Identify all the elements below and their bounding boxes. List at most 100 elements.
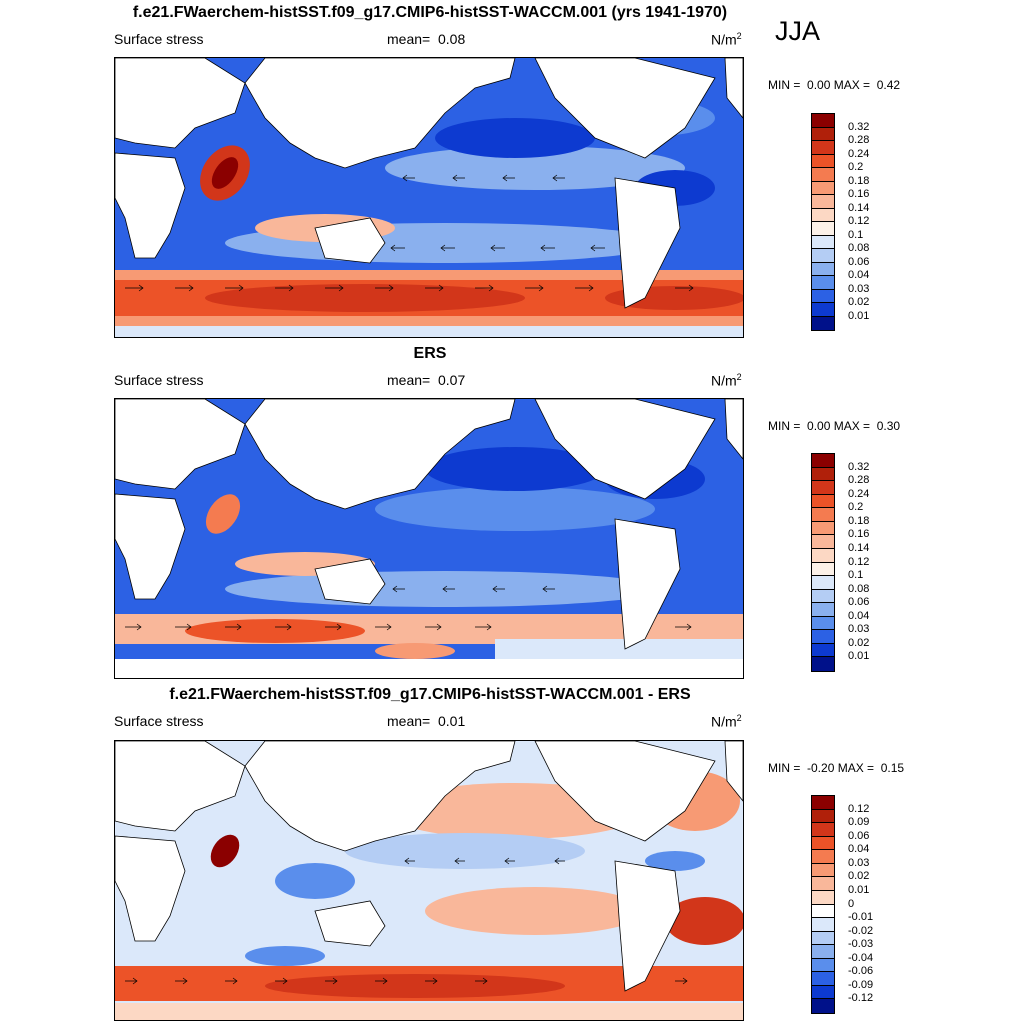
colorbar-tick-label: -0.02 [848,924,874,937]
colorbar-tick-label: 0.08 [848,582,870,595]
panel-1-title: f.e21.FWaerchem-histSST.f09_g17.CMIP6-hi… [132,4,728,21]
colorbar-tick-label: 0.28 [848,134,870,146]
mean-value: 0.08 [437,31,466,47]
colorbar-swatch [812,262,834,276]
colorbar-tick-label: 0.24 [848,147,870,160]
colorbar-swatch [812,154,834,168]
colorbar-swatch [812,809,834,824]
colorbar-tick-label: 0.18 [848,514,870,527]
colorbar-tick-label: -0.09 [848,978,874,991]
panel-2-variable: Surface stress [114,372,204,388]
colorbar-tick-label: 0.04 [848,843,870,856]
panel-2-map-svg [115,399,743,678]
colorbar-tick-label: 0.02 [848,870,870,883]
colorbar-tick-label: -0.01 [848,911,874,924]
panel-2-minmax: MIN = 0.00 MAX = 0.30 [768,419,901,433]
colorbar-tick-label: 0.09 [848,816,870,829]
colorbar-tick-label: 0 [848,897,855,910]
colorbar-swatch [812,481,834,495]
colorbar-tick-label: 0.03 [848,623,870,636]
mean-value: 0.01 [437,713,466,729]
panel-1-map-svg [115,58,743,337]
colorbar-tick-label: 0.1 [848,228,864,241]
colorbar-swatch [812,562,834,577]
panel-3-title: f.e21.FWaerchem-histSST.f09_g17.CMIP6-hi… [169,686,691,703]
panel-1-map [114,57,744,338]
colorbar-tick-label: -0.04 [848,951,874,964]
colorbar-tick-label: -0.12 [848,992,874,1005]
colorbar-tick-label: 0.01 [848,650,870,663]
colorbar-swatch [812,521,834,536]
colorbar-tick-label: 0.2 [848,501,864,514]
panel-3-colorbar [811,795,835,1014]
panel-3-variable: Surface stress [114,713,204,729]
colorbar-swatch [812,918,834,932]
colorbar-swatch [812,235,834,249]
colorbar-tick-label: 0.12 [848,215,870,227]
panel-1-units: N/m2 [711,31,742,48]
colorbar-swatch [812,276,834,290]
colorbar-swatch [812,576,834,590]
colorbar-swatch [812,972,834,986]
colorbar-swatch [812,454,834,468]
colorbar-swatch [812,850,834,864]
colorbar-swatch [812,603,834,617]
colorbar-tick-label: 0.02 [848,296,870,308]
colorbar-tick-label: -0.03 [848,938,874,951]
colorbar-swatch [812,796,834,810]
colorbar-swatch [812,127,834,141]
colorbar-swatch [812,494,834,509]
panel-2-mean: mean= 0.07 [387,372,465,388]
colorbar-swatch [812,208,834,222]
mean-label: mean= [387,713,431,729]
colorbar-tick-label: 0.01 [848,309,870,322]
colorbar-swatch [812,616,834,631]
season-label: JJA [775,16,821,46]
mean-value: 0.07 [437,372,466,388]
colorbar-swatch [812,863,834,878]
colorbar-tick-label: 0.14 [848,201,870,214]
panel-1-minmax: MIN = 0.00 MAX = 0.42 [768,78,901,92]
colorbar-swatch [812,945,834,959]
panel-2-units: N/m2 [711,372,742,389]
panel-2-colorbar [811,453,835,672]
colorbar-swatch [812,535,834,549]
colorbar-swatch [812,168,834,182]
colorbar-swatch [812,890,834,905]
colorbar-swatch [812,985,834,1000]
panel-3-map-svg [115,741,743,1020]
colorbar-swatch [812,181,834,195]
colorbar-tick-label: 0.08 [848,242,870,254]
colorbar-swatch [812,548,834,563]
colorbar-swatch [812,222,834,236]
colorbar-tick-label: 0.04 [848,609,870,622]
colorbar-tick-label: 0.06 [848,596,870,609]
panel-1-variable: Surface stress [114,31,204,47]
colorbar-tick-label: 0.2 [848,161,864,173]
colorbar-tick-label: 0.02 [848,636,870,649]
panel-3-map [114,740,744,1021]
colorbar-tick-label: 0.28 [848,474,870,487]
panel-3-units: N/m2 [711,713,742,730]
colorbar-tick-label: 0.03 [848,282,870,295]
colorbar-swatch [812,195,834,209]
colorbar-tick-label: 0.32 [848,120,870,133]
colorbar-tick-label: 0.1 [848,569,864,582]
colorbar-tick-label: 0.06 [848,829,870,842]
colorbar-tick-label: 0.03 [848,856,870,869]
mean-label: mean= [387,372,431,388]
colorbar-tick-label: 0.16 [848,188,870,200]
colorbar-swatch [812,289,834,303]
panel-3-mean: mean= 0.01 [387,713,465,729]
colorbar-swatch [812,657,834,671]
colorbar-tick-label: 0.16 [848,528,870,541]
colorbar-tick-label: -0.06 [848,965,874,978]
colorbar-swatch [812,467,834,482]
colorbar-tick-label: 0.14 [848,541,870,554]
panel-2-map [114,398,744,679]
colorbar-tick-label: 0.12 [848,555,870,568]
colorbar-swatch [812,877,834,891]
colorbar-swatch [812,904,834,919]
colorbar-tick-label: 0.12 [848,802,870,815]
panel-1-mean: mean= 0.08 [387,31,465,47]
